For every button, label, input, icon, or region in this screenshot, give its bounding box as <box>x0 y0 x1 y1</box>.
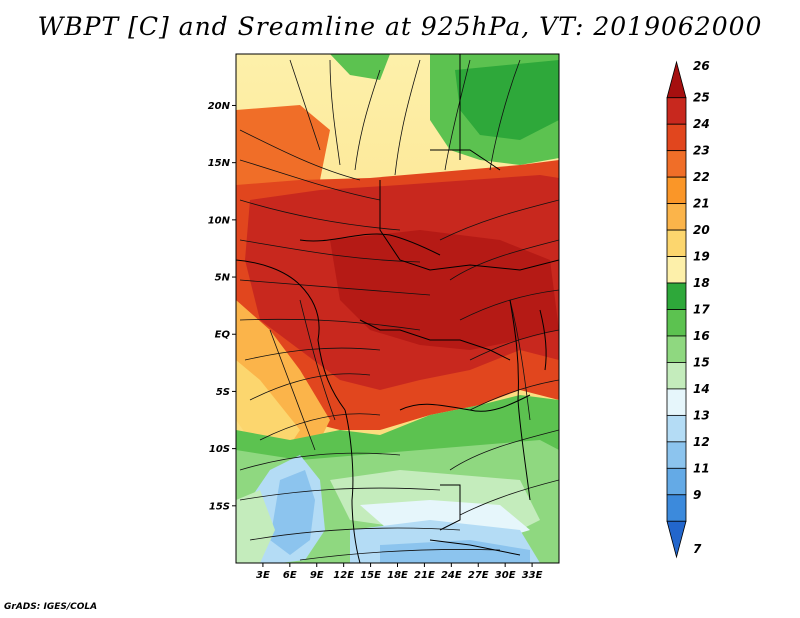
colorbar-label: 25 <box>693 91 710 105</box>
colorbar-label: 24 <box>693 117 710 131</box>
colorbar-segment <box>666 203 687 231</box>
lat-tick-label: 10N <box>208 215 231 226</box>
colorbar-label: 16 <box>693 329 710 343</box>
colorbar-segment <box>666 441 687 469</box>
colorbar-label: 18 <box>693 276 710 290</box>
lat-tick-label: 5N <box>215 273 231 284</box>
lon-tick-label: 24E <box>441 570 462 581</box>
colorbar-segment <box>666 229 687 257</box>
streamlines <box>239 59 559 561</box>
lat-tick-label: 15S <box>209 501 230 512</box>
colorbar-label: 9 <box>693 488 701 502</box>
country-boundaries <box>236 54 559 563</box>
colorbar-segment <box>666 150 687 178</box>
lon-tick-label: 9E <box>310 570 324 581</box>
lat-tick-label: 10S <box>209 444 230 455</box>
colorbar-bottom-arrow <box>666 520 687 559</box>
colorbar-label: 15 <box>693 355 710 369</box>
colorbar-label: 26 <box>693 59 710 73</box>
colorbar-segment <box>666 309 687 337</box>
lon-tick-label: 15E <box>360 570 381 581</box>
colorbar-label: 21 <box>693 197 710 211</box>
colorbar-segment <box>666 282 687 310</box>
colorbar: 26 25 24 23 22 21 20 19 18 17 16 15 14 13 12 11 9 7 <box>666 59 710 559</box>
colorbar-segment <box>666 123 687 152</box>
map-title: WBPT [C] and Sreamline at 925hPa, VT: 20… <box>37 12 763 41</box>
colorbar-label: 11 <box>693 461 710 475</box>
lat-tick-label: EQ <box>215 330 231 341</box>
lat-tick-label: 5S <box>216 387 230 398</box>
colorbar-label: 14 <box>693 382 710 396</box>
colorbar-label: 13 <box>693 408 710 422</box>
lon-tick-label: 6E <box>283 570 297 581</box>
colorbar-segment <box>666 467 687 496</box>
colorbar-segment <box>666 362 687 390</box>
colorbar-segment <box>666 97 687 125</box>
colorbar-segment <box>666 388 687 416</box>
latitude-axis: 20N 15N 10N 5N EQ 5S 10S 15S <box>208 101 236 512</box>
colorbar-label: 23 <box>693 144 710 158</box>
colorbar-label: 17 <box>693 303 710 317</box>
colorbar-segment <box>666 176 687 205</box>
lon-tick-label: 3E <box>256 570 270 581</box>
wbpt-shaded-field <box>236 54 559 563</box>
colorbar-label: 20 <box>693 223 710 237</box>
lon-tick-label: 33E <box>522 570 543 581</box>
colorbar-top-arrow <box>666 60 687 99</box>
lat-tick-label: 20N <box>208 101 231 112</box>
colorbar-segment <box>666 494 687 522</box>
colorbar-label: 12 <box>693 435 710 449</box>
lat-tick-label: 15N <box>208 158 231 169</box>
colorbar-label: 19 <box>693 250 710 264</box>
lon-tick-label: 18E <box>387 570 408 581</box>
lon-tick-label: 21E <box>414 570 435 581</box>
footer-credit: GrADS: IGES/COLA <box>4 602 98 612</box>
colorbar-segment <box>666 256 687 284</box>
lon-tick-label: 12E <box>333 570 354 581</box>
colorbar-label: 22 <box>693 170 710 184</box>
lon-tick-label: 30E <box>495 570 516 581</box>
colorbar-label: 7 <box>693 542 702 556</box>
lon-tick-label: 27E <box>468 570 489 581</box>
colorbar-segment <box>666 335 687 363</box>
colorbar-segment <box>666 414 687 443</box>
longitude-axis: 3E 6E 9E 12E 15E 18E 21E 24E 27E 30E 33E <box>256 563 543 581</box>
